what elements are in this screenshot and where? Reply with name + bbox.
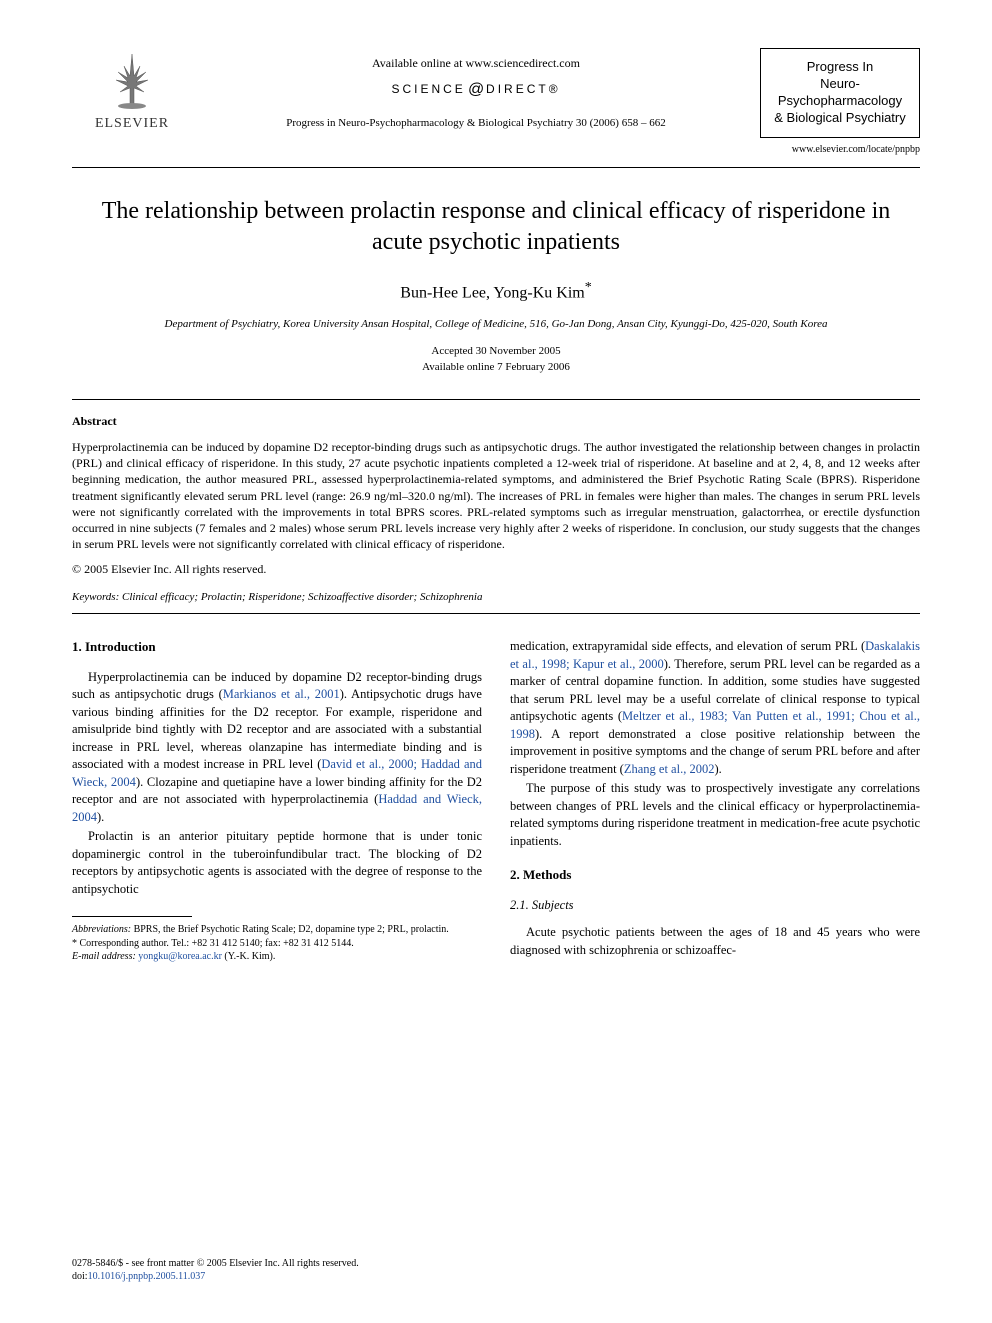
doi-link[interactable]: 10.1016/j.pnpbp.2005.11.037 — [88, 1271, 206, 1282]
accepted-date: Accepted 30 November 2005 — [72, 344, 920, 359]
authors: Bun-Hee Lee, Yong-Ku Kim* — [72, 280, 920, 302]
introduction-heading: 1. Introduction — [72, 638, 482, 656]
dates: Accepted 30 November 2005 Available onli… — [72, 344, 920, 375]
footer-doi: doi:10.1016/j.pnpbp.2005.11.037 — [72, 1270, 359, 1283]
abbrev-text: BPRS, the Brief Psychotic Rating Scale; … — [131, 924, 449, 935]
article-title: The relationship between prolactin respo… — [72, 196, 920, 258]
available-date: Available online 7 February 2006 — [72, 360, 920, 375]
keywords-text: Clinical efficacy; Prolactin; Risperidon… — [119, 591, 482, 603]
footnote-corresponding: * Corresponding author. Tel.: +82 31 412… — [72, 937, 482, 951]
elsevier-logo-icon — [100, 48, 164, 112]
publisher-block: ELSEVIER — [72, 48, 192, 132]
journal-url: www.elsevier.com/locate/pnpbp — [760, 144, 920, 155]
author-names: Bun-Hee Lee, Yong-Ku Kim — [400, 284, 584, 301]
left-column: 1. Introduction Hyperprolactinemia can b… — [72, 638, 482, 963]
journal-citation: Progress in Neuro-Psychopharmacology & B… — [192, 117, 760, 129]
keywords-label: Keywords: — [72, 591, 119, 603]
col2-paragraph-1: medication, extrapyramidal side effects,… — [510, 638, 920, 778]
subjects-paragraph-1: Acute psychotic patients between the age… — [510, 924, 920, 959]
footer: 0278-5846/$ - see front matter © 2005 El… — [72, 1257, 359, 1283]
email-address[interactable]: yongku@korea.ac.kr — [136, 951, 222, 962]
sciencedirect-right: DIRECT® — [486, 82, 561, 96]
journal-box-line1: Progress In — [769, 59, 911, 76]
abstract-heading: Abstract — [72, 414, 920, 429]
journal-box-line2: Neuro-Psychopharmacology — [769, 76, 911, 110]
abstract-top-rule — [72, 399, 920, 400]
corresponding-mark: * — [585, 280, 592, 295]
footnote-email: E-mail address: yongku@korea.ac.kr (Y.-K… — [72, 950, 482, 964]
header-rule — [72, 167, 920, 168]
available-online-text: Available online at www.sciencedirect.co… — [192, 56, 760, 71]
intro-paragraph-2: Prolactin is an anterior pituitary pepti… — [72, 828, 482, 898]
corr-label: * Corresponding author. — [72, 938, 169, 949]
abstract-text: Hyperprolactinemia can be induced by dop… — [72, 439, 920, 552]
footer-line1: 0278-5846/$ - see front matter © 2005 El… — [72, 1257, 359, 1270]
sciencedirect-logo: SCIENCE@DIRECT® — [192, 81, 760, 99]
sciencedirect-left: SCIENCE — [391, 82, 465, 96]
sciencedirect-d-icon: @ — [468, 81, 484, 98]
subjects-heading: 2.1. Subjects — [510, 897, 920, 915]
intro-p1d: ). — [97, 810, 104, 824]
abbrev-label: Abbreviations: — [72, 924, 131, 935]
email-name: (Y.-K. Kim). — [222, 951, 275, 962]
body-columns: 1. Introduction Hyperprolactinemia can b… — [72, 638, 920, 963]
journal-box: Progress In Neuro-Psychopharmacology & B… — [760, 48, 920, 138]
journal-box-line3: & Biological Psychiatry — [769, 110, 911, 127]
publisher-name: ELSEVIER — [95, 116, 169, 132]
keywords: Keywords: Clinical efficacy; Prolactin; … — [72, 591, 920, 603]
col2-p1a: medication, extrapyramidal side effects,… — [510, 639, 865, 653]
header-row: ELSEVIER Available online at www.science… — [72, 48, 920, 155]
footnote-abbreviations: Abbreviations: BPRS, the Brief Psychotic… — [72, 923, 482, 937]
corr-text: Tel.: +82 31 412 5140; fax: +82 31 412 5… — [169, 938, 354, 949]
affiliation: Department of Psychiatry, Korea Universi… — [72, 318, 920, 330]
abstract-bottom-rule — [72, 613, 920, 614]
col2-paragraph-2: The purpose of this study was to prospec… — [510, 780, 920, 850]
journal-box-wrapper: Progress In Neuro-Psychopharmacology & B… — [760, 48, 920, 155]
header-center: Available online at www.sciencedirect.co… — [192, 48, 760, 129]
abstract-copyright: © 2005 Elsevier Inc. All rights reserved… — [72, 562, 920, 577]
right-column: medication, extrapyramidal side effects,… — [510, 638, 920, 963]
col2-p1d: ). — [714, 762, 721, 776]
email-label: E-mail address: — [72, 951, 136, 962]
methods-heading: 2. Methods — [510, 866, 920, 884]
footnote-rule — [72, 916, 192, 917]
citation-markianos[interactable]: Markianos et al., 2001 — [223, 687, 340, 701]
intro-paragraph-1: Hyperprolactinemia can be induced by dop… — [72, 669, 482, 827]
doi-label: doi: — [72, 1271, 88, 1282]
citation-zhang[interactable]: Zhang et al., 2002 — [624, 762, 715, 776]
